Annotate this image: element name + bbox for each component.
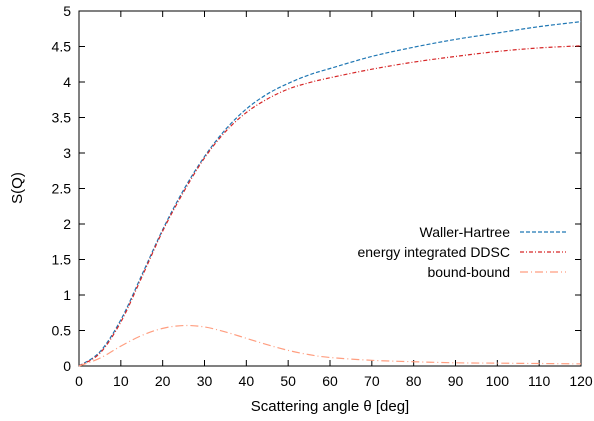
x-tick-label: 70 — [364, 373, 380, 389]
x-axis-title: Scattering angle θ [deg] — [251, 398, 409, 415]
x-tick-label: 60 — [322, 373, 338, 389]
y-tick-label: 4.5 — [52, 39, 72, 55]
x-axis-ticks: 0 10 20 30 40 50 60 70 80 90 100 110 120 — [75, 11, 593, 389]
x-tick-label: 100 — [486, 373, 510, 389]
y-tick-label: 0.5 — [52, 323, 72, 339]
series-line-waller-hartree — [78, 21, 582, 367]
x-tick-label: 0 — [75, 373, 83, 389]
x-tick-label: 10 — [113, 373, 129, 389]
legend: Waller-Hartree energy integrated DDSC boun… — [357, 224, 566, 280]
y-tick-label: 2.5 — [52, 181, 72, 197]
y-tick-label: 2 — [63, 216, 71, 232]
plot-frame — [78, 10, 582, 367]
series-line-energy-integrated-ddsc — [78, 45, 582, 367]
y-tick-label: 1.5 — [52, 252, 72, 268]
y-tick-label: 0 — [63, 358, 71, 374]
x-tick-label: 80 — [406, 373, 422, 389]
series-line-bound-bound — [78, 324, 582, 367]
x-tick-label: 110 — [528, 373, 551, 389]
x-tick-label: 90 — [448, 373, 464, 389]
x-tick-label: 50 — [280, 373, 296, 389]
y-tick-label: 3.5 — [52, 110, 72, 126]
y-tick-label: 4 — [63, 74, 71, 90]
y-axis-ticks: 0 0.5 1 1.5 2 2.5 3 3.5 4 4.5 5 — [52, 3, 581, 374]
x-tick-label: 40 — [239, 373, 255, 389]
legend-label-bound-bound: bound-bound — [427, 264, 510, 280]
y-tick-label: 3 — [63, 145, 71, 161]
y-tick-label: 5 — [63, 3, 71, 19]
y-tick-label: 1 — [63, 287, 71, 303]
y-axis-title: S(Q) — [9, 172, 26, 204]
legend-label-energy-integrated-ddsc: energy integrated DDSC — [357, 244, 510, 260]
legend-label-waller-hartree: Waller-Hartree — [420, 224, 511, 240]
series-lines — [78, 21, 582, 367]
x-tick-label: 20 — [155, 373, 171, 389]
x-tick-label: 120 — [569, 373, 593, 389]
x-tick-label: 30 — [197, 373, 213, 389]
